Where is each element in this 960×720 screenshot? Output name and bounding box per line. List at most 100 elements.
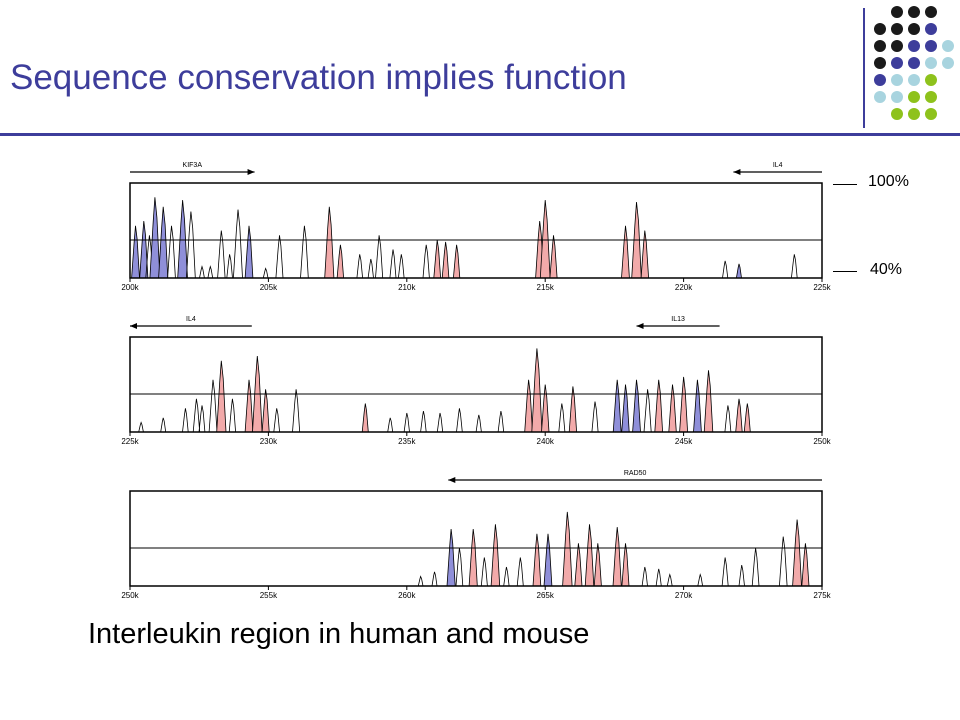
x-tick-label: 240k [537,437,555,446]
decor-dot [925,6,937,18]
decor-dot [891,74,903,86]
conservation-peak [244,379,254,433]
conservation-peak [543,533,553,587]
conservation-peak [217,230,226,279]
conservation-peak [356,254,364,279]
conservation-peak [641,566,648,587]
plot-frame [129,182,823,279]
conservation-peak [574,543,583,587]
conservation-peak [226,254,233,279]
conservation-peak [198,405,206,433]
decor-dot [908,6,920,18]
conservation-peak [417,575,424,587]
decor-dot [891,6,903,18]
x-tick-label: 260k [398,591,416,600]
conservation-peak [503,566,510,587]
conservation-peak [158,206,169,279]
conservation-peak [697,573,704,587]
conservation-peak [387,417,394,433]
conservation-peak [131,225,140,279]
conservation-peak [177,200,188,279]
x-tick-label: 250k [813,437,831,446]
conservation-peak [558,403,566,433]
conservation-peak [721,557,729,587]
conservation-peak [422,244,430,279]
decor-dot [942,57,954,69]
conservation-peak [743,403,751,433]
decor-dot [942,40,954,52]
conservation-peak [436,412,444,433]
x-tick-label: 245k [675,437,693,446]
gene-label: KIF3A [183,162,203,169]
conservation-peak [568,386,578,433]
conservation-peak [324,206,335,279]
conservation-peak [182,408,189,433]
conservation-peak [455,547,464,587]
x-tick-label: 200k [121,283,139,292]
x-tick-label: 225k [121,437,139,446]
decor-dot [908,91,920,103]
conservation-peak [336,244,345,279]
conservation-peak [532,533,542,587]
conservation-peak [668,384,677,433]
conservation-peak [207,265,214,279]
conservation-peak [531,348,543,433]
conservation-peak [621,384,630,433]
conservation-peak [433,239,442,279]
decor-dot [925,91,937,103]
conservation-peak [232,209,243,279]
decor-dot [908,23,920,35]
conservation-peak [593,543,602,587]
gene-label: IL4 [773,162,783,169]
conservation-peak [524,379,533,433]
conservation-peak [361,403,369,433]
scale-label-100: 100% [868,173,909,190]
conservation-peak [292,389,301,433]
conservation-peak [549,235,558,279]
decor-dot [908,108,920,120]
decor-dot [925,74,937,86]
conservation-peak [262,267,269,279]
conservation-peak [591,401,599,433]
conservation-peak [738,565,745,587]
decor-dot [925,40,937,52]
gene-label: RAD50 [624,470,647,477]
scale-tick-40 [833,271,857,272]
conservation-peak [452,244,461,279]
decor-dot [891,40,903,52]
x-tick-label: 255k [260,591,278,600]
x-tick-label: 205k [260,283,278,292]
conservation-peak [397,254,405,279]
conservation-peak [375,235,384,279]
conservation-peak [167,225,176,279]
conservation-peak [475,414,482,433]
plot-frame [129,336,823,433]
slide-caption: Interleukin region in human and mouse [88,618,590,650]
conservation-peak [790,254,798,279]
conservation-peak [185,211,196,279]
x-tick-label: 220k [675,283,693,292]
x-tick-label: 235k [398,437,416,446]
decor-dot [874,74,886,86]
conservation-peak [724,405,732,433]
decor-dot [891,23,903,35]
conservation-peak [300,225,309,279]
x-tick-label: 270k [675,591,693,600]
conservation-peak [778,536,788,587]
conservation-peak [562,511,573,587]
conservation-peak [679,376,689,433]
decor-dot [925,108,937,120]
x-tick-label: 275k [813,591,831,600]
conservation-peak [389,249,397,279]
decor-dot [891,108,903,120]
conservation-peak [655,568,662,587]
conservation-peak [456,408,463,433]
conservation-peak [275,235,284,279]
conservation-peak [751,547,760,587]
conservation-peak [722,260,729,279]
slide-title: Sequence conservation implies function [10,58,627,97]
decor-dot [908,40,920,52]
x-tick-label: 215k [537,283,555,292]
decor-vertical-rule [863,8,865,128]
conservation-peak [192,398,201,433]
